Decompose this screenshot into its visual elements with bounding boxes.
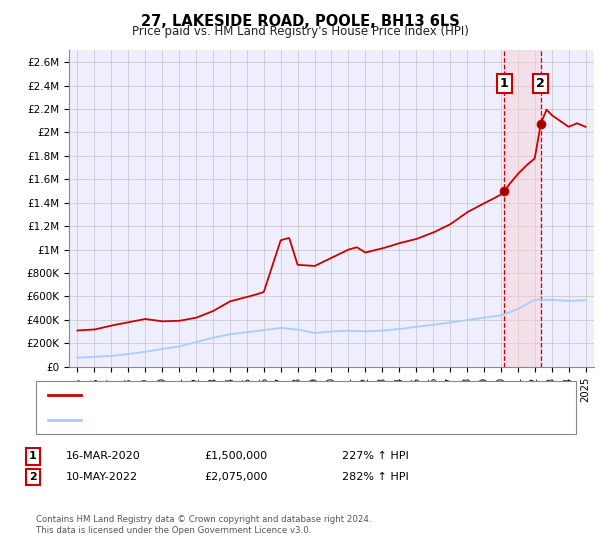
Text: 1: 1	[29, 451, 37, 461]
Text: 1: 1	[500, 77, 509, 90]
Text: 27, LAKESIDE ROAD, POOLE, BH13 6LS (detached house): 27, LAKESIDE ROAD, POOLE, BH13 6LS (deta…	[87, 390, 385, 400]
Text: 27, LAKESIDE ROAD, POOLE, BH13 6LS: 27, LAKESIDE ROAD, POOLE, BH13 6LS	[140, 14, 460, 29]
Text: 16-MAR-2020: 16-MAR-2020	[66, 451, 141, 461]
Text: Contains HM Land Registry data © Crown copyright and database right 2024.: Contains HM Land Registry data © Crown c…	[36, 515, 371, 524]
Bar	[504, 50, 541, 367]
Text: 2: 2	[29, 472, 37, 482]
Text: 2: 2	[536, 77, 545, 90]
Text: £2,075,000: £2,075,000	[204, 472, 268, 482]
Text: 10-MAY-2022: 10-MAY-2022	[66, 472, 138, 482]
Text: This data is licensed under the Open Government Licence v3.0.: This data is licensed under the Open Gov…	[36, 526, 311, 535]
Text: 227% ↑ HPI: 227% ↑ HPI	[342, 451, 409, 461]
Text: 282% ↑ HPI: 282% ↑ HPI	[342, 472, 409, 482]
Text: Price paid vs. HM Land Registry's House Price Index (HPI): Price paid vs. HM Land Registry's House …	[131, 25, 469, 38]
Text: £1,500,000: £1,500,000	[204, 451, 267, 461]
Text: HPI: Average price, detached house, Bournemouth Christchurch and Poole: HPI: Average price, detached house, Bour…	[87, 414, 475, 424]
